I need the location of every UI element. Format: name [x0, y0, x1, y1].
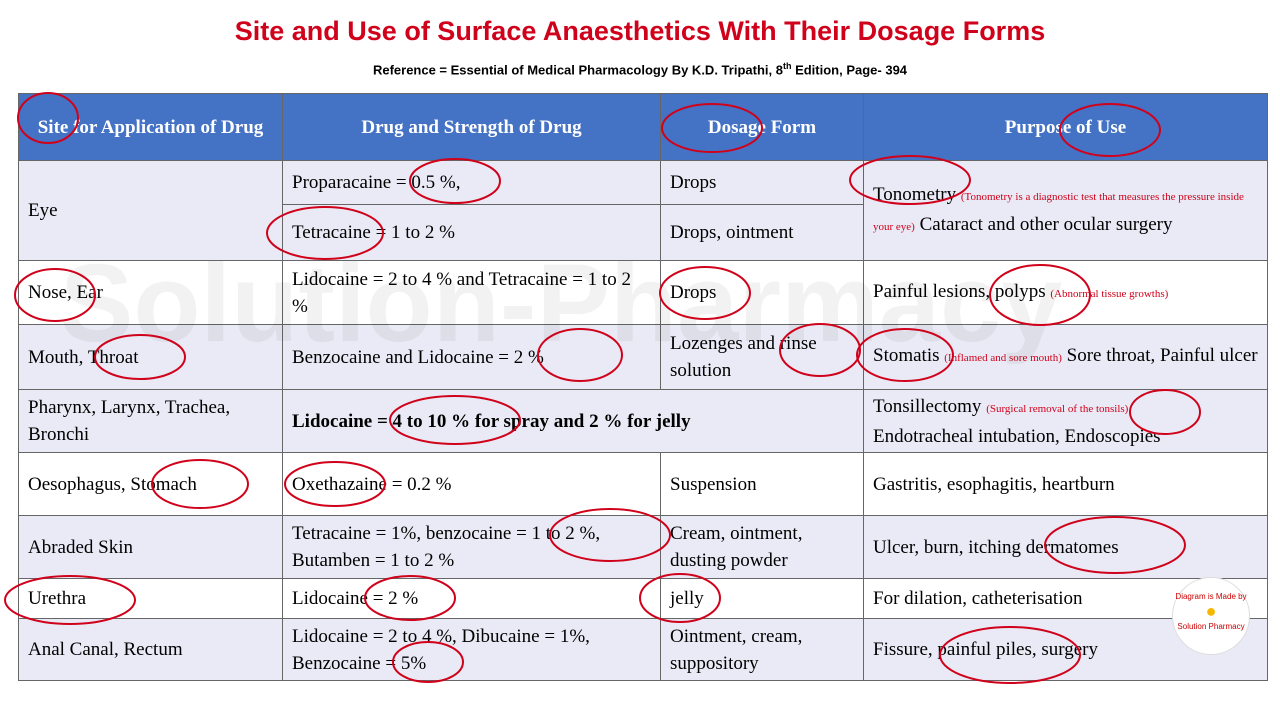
reference: Reference = Essential of Medical Pharmac… [0, 61, 1280, 77]
note: (Surgical removal of the tonsils) [986, 402, 1129, 415]
logo-bottom: Solution Pharmacy [1177, 622, 1245, 631]
site: Pharynx, Larynx, Trachea, Bronchi [18, 389, 283, 453]
purpose-text: Endotracheal intubation, Endoscopies [873, 425, 1161, 447]
site: Nose, Ear [18, 260, 283, 325]
logo-top: Diagram is Made by [1175, 592, 1247, 601]
purpose-text: Stomatis [873, 345, 940, 366]
dosage: Suspension [660, 452, 864, 516]
title: Site and Use of Surface Anaesthetics Wit… [234, 16, 1046, 46]
column-header: Purpose of Use [863, 93, 1268, 161]
drug: Lidocaine = 2 to 4 %, Dibucaine = 1%, Be… [282, 618, 661, 681]
purpose: Tonometry (Tonometry is a diagnostic tes… [863, 160, 1268, 261]
logo: Diagram is Made by ● Solution Pharmacy [1172, 577, 1250, 655]
purpose-text: Cataract and other ocular surgery [919, 213, 1173, 235]
site: Oesophagus, Stomach [18, 452, 283, 516]
site: Mouth, Throat [18, 324, 283, 390]
purpose-text: Tonometry [873, 183, 957, 205]
site: Abraded Skin [18, 515, 283, 579]
dosage: Ointment, cream, suppository [660, 618, 864, 681]
drug-bold: Lidocaine = 4 to 10 % for spray and 2 % … [292, 410, 691, 432]
site: Eye [18, 160, 283, 261]
drug: Oxethazaine = 0.2 % [282, 452, 661, 516]
site: Anal Canal, Rectum [18, 618, 283, 681]
drug: Lidocaine = 2 to 4 % and Tetracaine = 1 … [282, 260, 661, 325]
note: (Tonometry is a diagnostic test that mea… [873, 190, 1244, 233]
purpose: Gastritis, esophagitis, heartburn [863, 452, 1268, 516]
dosage: Cream, ointment, dusting powder [660, 515, 864, 579]
dosage: Lozenges and rinse solution [660, 324, 864, 390]
purpose: Painful lesions, polyps (Abnormal tissue… [863, 260, 1268, 325]
reference-sup: th [782, 61, 792, 71]
drug: Lidocaine = 2 % [282, 578, 661, 619]
logo-icon: ● [1205, 601, 1217, 621]
dosage: jelly [660, 578, 864, 619]
site: Urethra [18, 578, 283, 619]
purpose: Stomatis (Inflamed and sore mouth) Sore … [863, 324, 1268, 390]
column-header: Site for Application of Drug [18, 93, 283, 161]
purpose-text: Painful lesions, polyps [873, 280, 1046, 302]
drug: Proparacaine = 0.5 %, [282, 160, 661, 205]
column-header: Drug and Strength of Drug [282, 93, 661, 161]
dosage: Drops [660, 160, 864, 205]
reference-text: Reference = Essential of Medical Pharmac… [372, 62, 783, 78]
drug: Benzocaine and Lidocaine = 2 % [282, 324, 661, 390]
drug-and-dosage: Lidocaine = 4 to 10 % for spray and 2 % … [282, 389, 864, 453]
table: Site for Application of Drug Drug and Str… [18, 93, 1268, 681]
column-header: Dosage Form [660, 93, 864, 161]
note: (Abnormal tissue growths) [1050, 287, 1169, 300]
drug: Tetracaine = 1 to 2 % [282, 204, 661, 261]
purpose-text: Sore throat, Painful ulcer [1066, 345, 1258, 366]
dosage: Drops [660, 260, 864, 325]
drug: Tetracaine = 1%, benzocaine = 1 to 2 %, … [282, 515, 661, 579]
purpose: Ulcer, burn, itching dermatomes [863, 515, 1268, 579]
dosage: Drops, ointment [660, 204, 864, 261]
note: (Inflamed and sore mouth) [944, 352, 1062, 364]
purpose-text: Tonsillectomy [873, 395, 982, 417]
purpose: Tonsillectomy (Surgical removal of the t… [863, 389, 1268, 453]
reference-end: Edition, Page- 394 [791, 62, 908, 78]
